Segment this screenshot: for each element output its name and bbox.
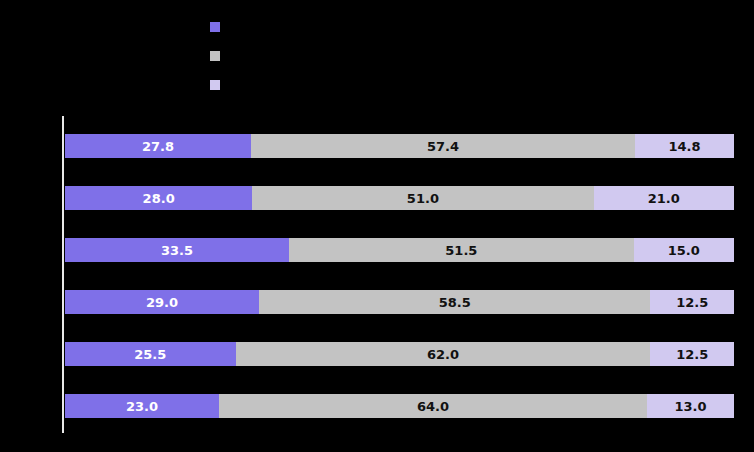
bar-value-label: 28.0 <box>143 192 175 205</box>
plot-area: 27.8 57.4 14.8 28.0 51.0 21.0 33.5 51.5 15.0 29.0… <box>65 116 734 433</box>
bar-segment-light-purple-series: 14.8 <box>635 134 734 158</box>
bar-value-label: 13.0 <box>674 400 706 413</box>
bar-row: 33.5 51.5 15.0 <box>65 238 734 262</box>
bar-value-label: 29.0 <box>146 296 178 309</box>
bar-segment-purple-series: 29.0 <box>65 290 259 314</box>
bar-row: 29.0 58.5 12.5 <box>65 290 734 314</box>
bar-value-label: 15.0 <box>668 244 700 257</box>
bar-segment-gray-series: 51.5 <box>289 238 634 262</box>
bar-value-label: 25.5 <box>134 348 166 361</box>
bar-segment-gray-series: 57.4 <box>251 134 635 158</box>
bar-segment-purple-series: 33.5 <box>65 238 289 262</box>
bar-value-label: 58.5 <box>439 296 471 309</box>
legend-swatch-gray-series <box>210 51 220 61</box>
bar-segment-light-purple-series: 15.0 <box>634 238 734 262</box>
bar-value-label: 14.8 <box>668 140 700 153</box>
bar-segment-gray-series: 62.0 <box>236 342 651 366</box>
bar-segment-purple-series: 27.8 <box>65 134 251 158</box>
bar-value-label: 33.5 <box>161 244 193 257</box>
chart-canvas: 27.8 57.4 14.8 28.0 51.0 21.0 33.5 51.5 15.0 29.0… <box>0 0 754 452</box>
bar-value-label: 64.0 <box>417 400 449 413</box>
bar-segment-purple-series: 28.0 <box>65 186 252 210</box>
bar-segment-light-purple-series: 13.0 <box>647 394 734 418</box>
bar-segment-light-purple-series: 12.5 <box>650 342 734 366</box>
bar-value-label: 12.5 <box>676 348 708 361</box>
bar-segment-gray-series: 58.5 <box>259 290 650 314</box>
bar-row: 25.5 62.0 12.5 <box>65 342 734 366</box>
legend-swatch-purple-series <box>210 22 220 32</box>
bar-value-label: 57.4 <box>427 140 459 153</box>
bar-row: 28.0 51.0 21.0 <box>65 186 734 210</box>
bar-segment-purple-series: 23.0 <box>65 394 219 418</box>
bar-segment-light-purple-series: 21.0 <box>594 186 734 210</box>
legend-swatch-light-purple-series <box>210 80 220 90</box>
y-axis-line <box>62 116 64 433</box>
bar-segment-purple-series: 25.5 <box>65 342 236 366</box>
bar-value-label: 21.0 <box>648 192 680 205</box>
legend <box>210 22 220 90</box>
bar-segment-gray-series: 51.0 <box>252 186 593 210</box>
bar-row: 27.8 57.4 14.8 <box>65 134 734 158</box>
bar-value-label: 27.8 <box>142 140 174 153</box>
bar-value-label: 23.0 <box>126 400 158 413</box>
bar-segment-gray-series: 64.0 <box>219 394 647 418</box>
bar-value-label: 62.0 <box>427 348 459 361</box>
bar-value-label: 12.5 <box>676 296 708 309</box>
bar-value-label: 51.5 <box>445 244 477 257</box>
bar-segment-light-purple-series: 12.5 <box>650 290 734 314</box>
bar-value-label: 51.0 <box>407 192 439 205</box>
bar-row: 23.0 64.0 13.0 <box>65 394 734 418</box>
